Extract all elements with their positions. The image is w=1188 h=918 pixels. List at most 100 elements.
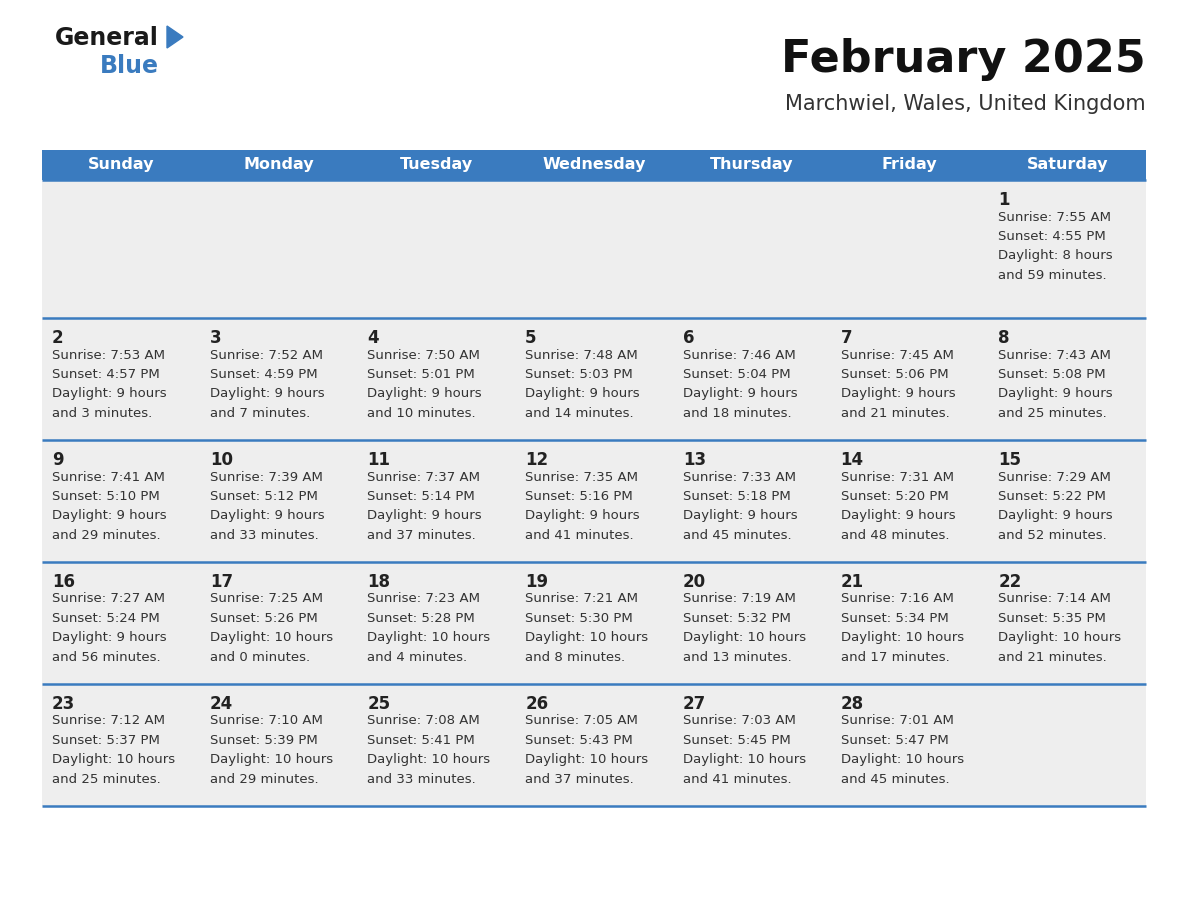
Text: and 45 minutes.: and 45 minutes.	[841, 773, 949, 786]
Text: and 56 minutes.: and 56 minutes.	[52, 651, 160, 664]
Text: Daylight: 10 hours: Daylight: 10 hours	[367, 632, 491, 644]
Text: 27: 27	[683, 695, 706, 713]
Text: Daylight: 9 hours: Daylight: 9 hours	[998, 509, 1113, 522]
Text: Sunrise: 7:21 AM: Sunrise: 7:21 AM	[525, 592, 638, 606]
Text: General: General	[55, 26, 159, 50]
Text: Daylight: 10 hours: Daylight: 10 hours	[525, 754, 649, 767]
Text: Sunrise: 7:14 AM: Sunrise: 7:14 AM	[998, 592, 1111, 606]
Text: Sunrise: 7:08 AM: Sunrise: 7:08 AM	[367, 714, 480, 727]
Text: Sunset: 5:08 PM: Sunset: 5:08 PM	[998, 368, 1106, 381]
Text: Sunset: 5:30 PM: Sunset: 5:30 PM	[525, 612, 633, 625]
Text: Tuesday: Tuesday	[399, 158, 473, 173]
Text: 9: 9	[52, 451, 64, 469]
Text: Sunset: 5:14 PM: Sunset: 5:14 PM	[367, 490, 475, 503]
Text: and 17 minutes.: and 17 minutes.	[841, 651, 949, 664]
Text: and 52 minutes.: and 52 minutes.	[998, 529, 1107, 542]
Text: Sunrise: 7:23 AM: Sunrise: 7:23 AM	[367, 592, 480, 606]
Text: Daylight: 9 hours: Daylight: 9 hours	[998, 387, 1113, 400]
Text: Sunset: 5:16 PM: Sunset: 5:16 PM	[525, 490, 633, 503]
Text: Daylight: 9 hours: Daylight: 9 hours	[367, 387, 482, 400]
Text: Daylight: 10 hours: Daylight: 10 hours	[998, 632, 1121, 644]
Text: 5: 5	[525, 329, 537, 347]
Text: Daylight: 9 hours: Daylight: 9 hours	[52, 509, 166, 522]
Text: Sunset: 5:37 PM: Sunset: 5:37 PM	[52, 734, 160, 747]
Bar	[42, 684, 1146, 806]
Text: Daylight: 9 hours: Daylight: 9 hours	[52, 387, 166, 400]
Text: Sunrise: 7:03 AM: Sunrise: 7:03 AM	[683, 714, 796, 727]
Text: and 10 minutes.: and 10 minutes.	[367, 407, 476, 420]
Text: 23: 23	[52, 695, 75, 713]
Text: Daylight: 10 hours: Daylight: 10 hours	[210, 754, 333, 767]
Text: Daylight: 9 hours: Daylight: 9 hours	[525, 509, 640, 522]
Text: Sunset: 5:35 PM: Sunset: 5:35 PM	[998, 612, 1106, 625]
Text: Sunrise: 7:10 AM: Sunrise: 7:10 AM	[210, 714, 323, 727]
Text: and 33 minutes.: and 33 minutes.	[210, 529, 318, 542]
Text: 26: 26	[525, 695, 549, 713]
Text: Sunrise: 7:12 AM: Sunrise: 7:12 AM	[52, 714, 165, 727]
Text: 1: 1	[998, 191, 1010, 209]
Text: 17: 17	[210, 573, 233, 591]
Text: and 37 minutes.: and 37 minutes.	[525, 773, 634, 786]
Text: Sunset: 5:06 PM: Sunset: 5:06 PM	[841, 368, 948, 381]
Text: Sunset: 5:01 PM: Sunset: 5:01 PM	[367, 368, 475, 381]
Text: Daylight: 9 hours: Daylight: 9 hours	[683, 509, 797, 522]
Text: Sunrise: 7:46 AM: Sunrise: 7:46 AM	[683, 349, 796, 362]
Text: and 14 minutes.: and 14 minutes.	[525, 407, 633, 420]
Text: Sunrise: 7:25 AM: Sunrise: 7:25 AM	[210, 592, 323, 606]
Text: Sunrise: 7:41 AM: Sunrise: 7:41 AM	[52, 471, 165, 484]
Text: 6: 6	[683, 329, 694, 347]
Text: 24: 24	[210, 695, 233, 713]
Text: Sunset: 5:34 PM: Sunset: 5:34 PM	[841, 612, 948, 625]
Text: Sunrise: 7:35 AM: Sunrise: 7:35 AM	[525, 471, 638, 484]
Bar	[42, 180, 1146, 318]
Text: Sunset: 5:43 PM: Sunset: 5:43 PM	[525, 734, 633, 747]
Text: 2: 2	[52, 329, 64, 347]
Text: Sunset: 5:26 PM: Sunset: 5:26 PM	[210, 612, 317, 625]
Text: Daylight: 9 hours: Daylight: 9 hours	[841, 387, 955, 400]
Text: 7: 7	[841, 329, 852, 347]
Text: Daylight: 9 hours: Daylight: 9 hours	[210, 387, 324, 400]
Text: and 41 minutes.: and 41 minutes.	[683, 773, 791, 786]
Text: and 29 minutes.: and 29 minutes.	[52, 529, 160, 542]
Text: Daylight: 9 hours: Daylight: 9 hours	[210, 509, 324, 522]
Text: Sunset: 5:20 PM: Sunset: 5:20 PM	[841, 490, 948, 503]
Text: 19: 19	[525, 573, 549, 591]
Text: Sunrise: 7:43 AM: Sunrise: 7:43 AM	[998, 349, 1111, 362]
Text: Thursday: Thursday	[710, 158, 794, 173]
Text: Sunset: 5:10 PM: Sunset: 5:10 PM	[52, 490, 159, 503]
Text: Daylight: 9 hours: Daylight: 9 hours	[841, 509, 955, 522]
Text: Daylight: 9 hours: Daylight: 9 hours	[525, 387, 640, 400]
Text: Monday: Monday	[244, 158, 314, 173]
Text: Sunset: 5:03 PM: Sunset: 5:03 PM	[525, 368, 633, 381]
Text: and 37 minutes.: and 37 minutes.	[367, 529, 476, 542]
Text: and 21 minutes.: and 21 minutes.	[841, 407, 949, 420]
Text: 18: 18	[367, 573, 391, 591]
Text: and 8 minutes.: and 8 minutes.	[525, 651, 625, 664]
Text: Daylight: 9 hours: Daylight: 9 hours	[683, 387, 797, 400]
Text: Blue: Blue	[100, 54, 159, 78]
Text: Daylight: 10 hours: Daylight: 10 hours	[841, 632, 963, 644]
Text: and 18 minutes.: and 18 minutes.	[683, 407, 791, 420]
Text: Sunrise: 7:16 AM: Sunrise: 7:16 AM	[841, 592, 954, 606]
Text: Sunset: 5:28 PM: Sunset: 5:28 PM	[367, 612, 475, 625]
Text: 16: 16	[52, 573, 75, 591]
Text: 22: 22	[998, 573, 1022, 591]
Text: Daylight: 8 hours: Daylight: 8 hours	[998, 250, 1113, 263]
Text: Sunrise: 7:19 AM: Sunrise: 7:19 AM	[683, 592, 796, 606]
Text: Sunset: 5:04 PM: Sunset: 5:04 PM	[683, 368, 790, 381]
Text: Marchwiel, Wales, United Kingdom: Marchwiel, Wales, United Kingdom	[785, 94, 1146, 114]
Text: and 59 minutes.: and 59 minutes.	[998, 269, 1107, 282]
Text: Sunset: 5:45 PM: Sunset: 5:45 PM	[683, 734, 790, 747]
Text: and 4 minutes.: and 4 minutes.	[367, 651, 468, 664]
Text: and 3 minutes.: and 3 minutes.	[52, 407, 152, 420]
Text: and 21 minutes.: and 21 minutes.	[998, 651, 1107, 664]
Text: Sunrise: 7:31 AM: Sunrise: 7:31 AM	[841, 471, 954, 484]
Text: Daylight: 9 hours: Daylight: 9 hours	[52, 632, 166, 644]
Text: 21: 21	[841, 573, 864, 591]
Text: Sunset: 5:22 PM: Sunset: 5:22 PM	[998, 490, 1106, 503]
Text: Sunrise: 7:45 AM: Sunrise: 7:45 AM	[841, 349, 954, 362]
Text: Sunrise: 7:01 AM: Sunrise: 7:01 AM	[841, 714, 954, 727]
Bar	[42, 150, 1146, 180]
Text: and 25 minutes.: and 25 minutes.	[998, 407, 1107, 420]
Text: Daylight: 10 hours: Daylight: 10 hours	[683, 632, 805, 644]
